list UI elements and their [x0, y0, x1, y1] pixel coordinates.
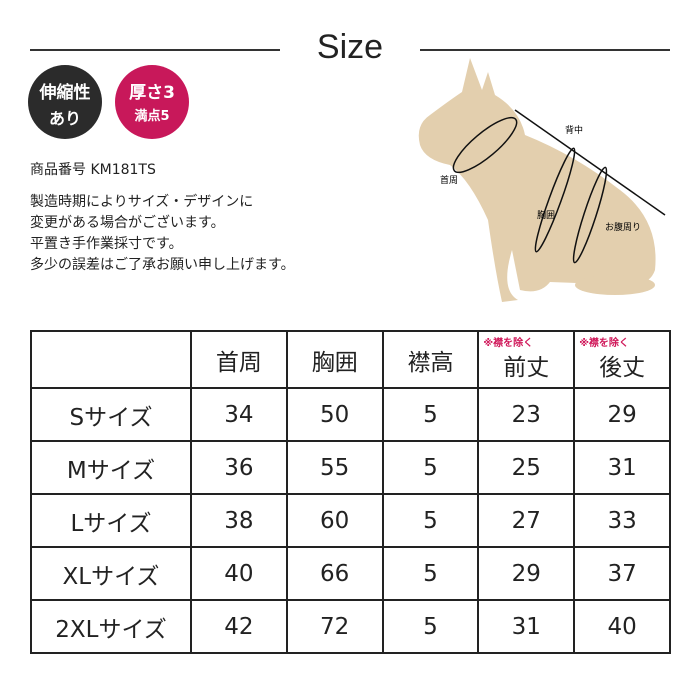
value-cell: 29 [477, 546, 576, 601]
value-cell: 66 [285, 546, 384, 601]
label-neck: 首周 [440, 174, 458, 186]
value-cell: 36 [190, 440, 288, 495]
value-cell: 5 [381, 493, 480, 548]
value-cell: 38 [190, 493, 288, 548]
value-cell: 33 [573, 493, 671, 548]
value-cell: 31 [477, 599, 576, 654]
header-label: 襟高 [407, 349, 454, 376]
badge-line: 伸縮性 [39, 83, 91, 103]
value-cell: 31 [573, 440, 671, 495]
header-label: 前丈 [503, 354, 550, 381]
header-label: 首周 [215, 349, 262, 376]
divider [420, 49, 670, 51]
size-label-cell: Lサイズ [30, 493, 192, 548]
size-label-cell: 2XLサイズ [30, 599, 192, 654]
header-cell: 襟高 [381, 330, 480, 389]
label-back: 背中 [565, 124, 583, 136]
table-row: Sサイズ 34 50 5 23 29 [30, 387, 671, 442]
value-cell: 5 [381, 440, 480, 495]
dog-image [418, 58, 656, 302]
value-cell: 27 [477, 493, 576, 548]
value-cell: 5 [381, 387, 480, 442]
value-cell: 5 [381, 546, 480, 601]
size-label-cell: Sサイズ [30, 387, 192, 442]
label-belly: お腹周り [605, 221, 641, 233]
header-cell: 首周 [190, 330, 288, 389]
size-label-cell: Mサイズ [30, 440, 192, 495]
page-title: Size [316, 28, 384, 66]
value-cell: 40 [190, 546, 288, 601]
value-cell: 40 [573, 599, 671, 654]
back-length-line [514, 109, 666, 216]
header-cell: ※襟を除く前丈 [477, 330, 576, 389]
dog-measurement-diagram: 背中 首周 胸囲 お腹周り [418, 58, 666, 302]
notes: 製造時期によりサイズ・デザインに 変更がある場合がございます。 平置き手作業採寸… [30, 192, 295, 276]
thickness-badge: 厚さ3 満点5 [115, 65, 189, 139]
header-cell: 胸囲 [285, 330, 384, 389]
belly-ring [572, 166, 608, 264]
neck-ring [452, 116, 518, 174]
stretch-badge: 伸縮性 あり [28, 65, 102, 139]
note-line: 平置き手作業採寸です。 [30, 236, 183, 252]
header-label: 後丈 [599, 354, 646, 381]
value-cell: 23 [477, 387, 576, 442]
chest-ring [534, 147, 576, 253]
table-row: 2XLサイズ 42 72 5 31 40 [30, 599, 671, 654]
size-label-cell: XLサイズ [30, 546, 192, 601]
value-cell: 29 [573, 387, 671, 442]
value-cell: 37 [573, 546, 671, 601]
value-cell: 50 [285, 387, 384, 442]
value-cell: 5 [381, 599, 480, 654]
note-line: 変更がある場合がございます。 [30, 215, 225, 231]
header-note: ※襟を除く [579, 338, 629, 349]
product-number: 商品番号 KM181TS [30, 162, 156, 178]
header-label: 胸囲 [311, 349, 358, 376]
header-cell [30, 330, 192, 389]
header-cell: ※襟を除く後丈 [573, 330, 671, 389]
badge-line: あり [48, 109, 81, 128]
value-cell: 25 [477, 440, 576, 495]
size-table: 首周 胸囲 襟高 ※襟を除く 前丈 ※襟を除く 後丈 Sサイズ 34 50 5 23 29 Mサ… [30, 330, 671, 654]
table-row: Mサイズ 36 55 5 25 31 [30, 440, 671, 495]
label-chest: 胸囲 [537, 209, 555, 221]
badge-line: 満点5 [134, 109, 170, 124]
value-cell: 55 [285, 440, 384, 495]
note-line: 製造時期によりサイズ・デザインに [30, 194, 254, 210]
value-cell: 72 [285, 599, 384, 654]
value-cell: 60 [285, 493, 384, 548]
table-row: XLサイズ 40 66 5 29 37 [30, 546, 671, 601]
value-cell: 34 [190, 387, 288, 442]
table-row: Lサイズ 38 60 5 27 33 [30, 493, 671, 548]
table-header-row: 首周 胸囲 襟高 ※襟を除く前丈 ※襟を除く後丈 [30, 330, 671, 389]
divider [30, 49, 280, 51]
note-line: 多少の誤差はご了承お願い申し上げます。 [30, 257, 295, 273]
header-note: ※襟を除く [483, 338, 534, 349]
badge-line: 厚さ3 [129, 83, 175, 103]
value-cell: 42 [190, 599, 288, 654]
